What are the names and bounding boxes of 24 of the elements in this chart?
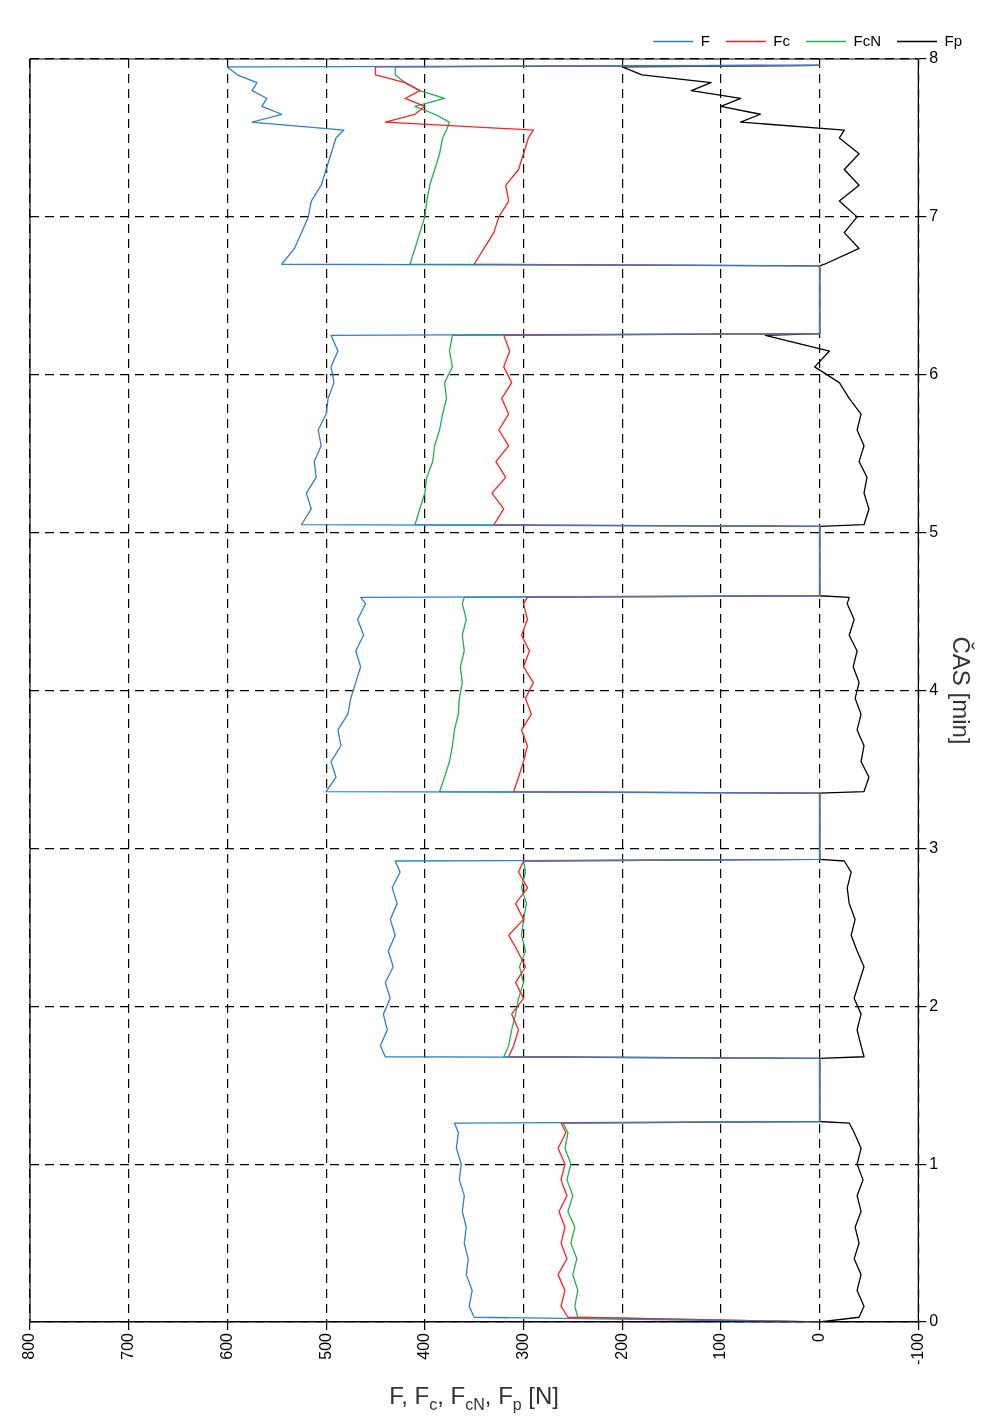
x-tick-label: 600 [217, 1332, 235, 1360]
y-tick-label: 4 [929, 680, 939, 698]
x-tick-label: 0 [810, 1332, 828, 1342]
y-tick-label: 3 [929, 838, 939, 856]
x-tick-label: 500 [316, 1332, 334, 1360]
y-tick-label: 0 [929, 1312, 939, 1330]
legend-label: FcN [853, 31, 881, 49]
legend-label: Fp [944, 31, 963, 49]
legend-label: Fc [773, 31, 791, 49]
y-axis-title: ČAS [min] [947, 636, 975, 745]
x-tick-label: 200 [612, 1332, 630, 1360]
y-tick-label: 6 [929, 365, 939, 383]
x-tick-label: 300 [513, 1332, 531, 1360]
x-tick-label: -100 [908, 1332, 926, 1366]
y-tick-label: 8 [929, 49, 939, 67]
y-tick-label: 2 [929, 996, 939, 1014]
y-tick-label: 7 [929, 207, 939, 225]
y-tick-label: 5 [929, 523, 939, 541]
legend-label: F [700, 31, 710, 49]
x-tick-label: 400 [415, 1332, 433, 1360]
y-tick-label: 1 [929, 1154, 939, 1172]
x-tick-label: 100 [711, 1332, 729, 1360]
x-tick-label: 700 [119, 1332, 137, 1360]
x-tick-label: 800 [20, 1332, 38, 1360]
